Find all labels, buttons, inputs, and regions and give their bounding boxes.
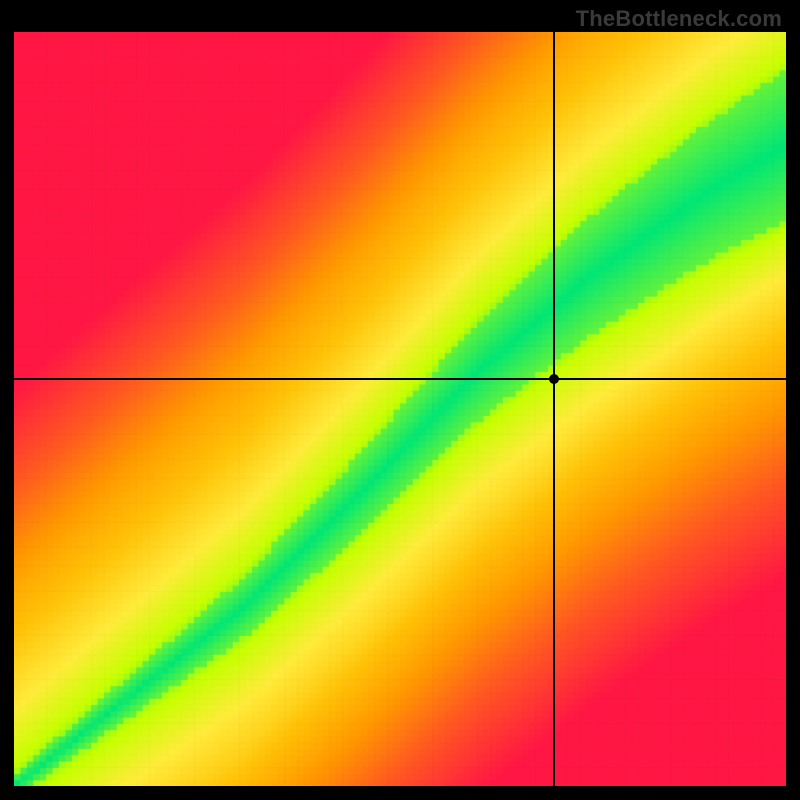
crosshair-horizontal bbox=[14, 378, 786, 380]
bottleneck-heatmap bbox=[14, 32, 786, 786]
watermark-text: TheBottleneck.com bbox=[576, 6, 782, 32]
crosshair-vertical bbox=[553, 32, 555, 786]
selection-marker[interactable] bbox=[549, 374, 559, 384]
